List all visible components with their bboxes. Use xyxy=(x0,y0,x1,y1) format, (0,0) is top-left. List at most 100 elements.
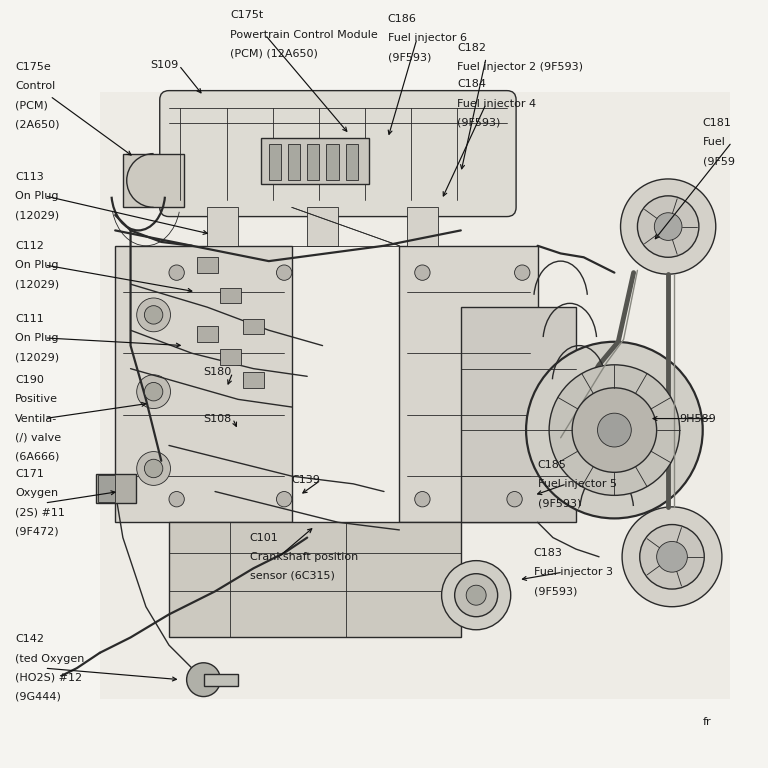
Text: (2S) #11: (2S) #11 xyxy=(15,508,65,518)
Circle shape xyxy=(144,306,163,324)
Text: C186: C186 xyxy=(388,14,417,25)
Text: (9F59: (9F59 xyxy=(703,156,735,167)
Text: fr: fr xyxy=(703,717,711,727)
Circle shape xyxy=(442,561,511,630)
Text: On Plug: On Plug xyxy=(15,260,59,270)
Circle shape xyxy=(637,196,699,257)
FancyBboxPatch shape xyxy=(160,91,516,217)
Text: (9G444): (9G444) xyxy=(15,692,61,702)
Text: (ted Oxygen: (ted Oxygen xyxy=(15,654,84,664)
Polygon shape xyxy=(123,154,184,207)
Circle shape xyxy=(657,541,687,572)
Text: (9F593): (9F593) xyxy=(534,586,577,597)
Text: Fuel: Fuel xyxy=(703,137,726,147)
Text: C142: C142 xyxy=(15,634,45,644)
Text: C185: C185 xyxy=(538,459,567,470)
Text: S109: S109 xyxy=(150,60,178,71)
Polygon shape xyxy=(169,522,461,637)
Text: C190: C190 xyxy=(15,375,45,386)
Text: (/) valve: (/) valve xyxy=(15,432,61,443)
Text: Fuel injector 2 (9F593): Fuel injector 2 (9F593) xyxy=(457,62,583,72)
Circle shape xyxy=(276,265,292,280)
Text: (9F472): (9F472) xyxy=(15,527,59,537)
Circle shape xyxy=(466,585,486,605)
Text: S180: S180 xyxy=(204,367,232,378)
Circle shape xyxy=(640,525,704,589)
Bar xyxy=(326,144,339,180)
Bar xyxy=(243,319,264,334)
Text: Fuel injector 3: Fuel injector 3 xyxy=(534,567,613,578)
Text: C111: C111 xyxy=(15,313,44,324)
Bar xyxy=(197,326,218,342)
Text: S108: S108 xyxy=(204,413,232,424)
Text: (PCM): (PCM) xyxy=(15,101,48,111)
Text: C101: C101 xyxy=(250,532,278,543)
Circle shape xyxy=(415,492,430,507)
Text: (2A650): (2A650) xyxy=(15,120,60,130)
Text: C182: C182 xyxy=(457,43,486,53)
Text: Control: Control xyxy=(15,81,55,91)
Circle shape xyxy=(169,492,184,507)
Bar xyxy=(220,349,241,365)
Circle shape xyxy=(549,365,680,495)
Circle shape xyxy=(654,213,682,240)
Circle shape xyxy=(169,265,184,280)
Bar xyxy=(96,474,136,503)
Text: Positive: Positive xyxy=(15,394,58,405)
Circle shape xyxy=(415,265,430,280)
Text: (6A666): (6A666) xyxy=(15,452,60,462)
Bar xyxy=(269,144,281,180)
Text: (9F593): (9F593) xyxy=(388,52,431,63)
Circle shape xyxy=(622,507,722,607)
Text: Oxygen: Oxygen xyxy=(15,488,58,498)
Text: C183: C183 xyxy=(534,548,563,558)
Text: C113: C113 xyxy=(15,171,44,182)
Bar xyxy=(243,372,264,388)
Circle shape xyxy=(137,375,170,409)
Text: C139: C139 xyxy=(292,475,321,485)
Polygon shape xyxy=(207,207,238,246)
Text: 9H589: 9H589 xyxy=(680,413,717,424)
Polygon shape xyxy=(204,674,238,686)
Text: C175e: C175e xyxy=(15,62,51,72)
Text: (PCM) (12A650): (PCM) (12A650) xyxy=(230,48,318,59)
Text: Powertrain Control Module: Powertrain Control Module xyxy=(230,29,378,40)
Polygon shape xyxy=(115,246,292,522)
Circle shape xyxy=(137,452,170,485)
Circle shape xyxy=(137,298,170,332)
Polygon shape xyxy=(307,207,338,246)
Text: Crankshaft position: Crankshaft position xyxy=(250,551,358,562)
Circle shape xyxy=(144,459,163,478)
Bar xyxy=(197,257,218,273)
Text: Fuel injector 5: Fuel injector 5 xyxy=(538,478,617,489)
Bar xyxy=(307,144,319,180)
Circle shape xyxy=(455,574,498,617)
Polygon shape xyxy=(399,246,538,522)
Text: C184: C184 xyxy=(457,79,486,90)
Bar xyxy=(346,144,358,180)
Text: Fuel injector 6: Fuel injector 6 xyxy=(388,33,467,44)
Circle shape xyxy=(144,382,163,401)
Text: Ventila-: Ventila- xyxy=(15,413,58,424)
Circle shape xyxy=(621,179,716,274)
Circle shape xyxy=(598,413,631,447)
Text: (12029): (12029) xyxy=(15,352,59,362)
Text: (HO2S) #12: (HO2S) #12 xyxy=(15,673,82,683)
Circle shape xyxy=(515,265,530,280)
Text: Fuel injector 4: Fuel injector 4 xyxy=(457,98,536,109)
Circle shape xyxy=(276,492,292,507)
Circle shape xyxy=(507,492,522,507)
Bar xyxy=(288,144,300,180)
Text: (12029): (12029) xyxy=(15,210,59,220)
Bar xyxy=(261,138,369,184)
Text: C175t: C175t xyxy=(230,10,263,21)
Text: C112: C112 xyxy=(15,240,45,251)
Polygon shape xyxy=(407,207,438,246)
Text: (9F593): (9F593) xyxy=(457,118,500,128)
Text: C171: C171 xyxy=(15,469,45,479)
Circle shape xyxy=(187,663,220,697)
Text: sensor (6C315): sensor (6C315) xyxy=(250,571,335,581)
Polygon shape xyxy=(100,92,730,699)
Text: On Plug: On Plug xyxy=(15,190,59,201)
Polygon shape xyxy=(461,307,576,522)
